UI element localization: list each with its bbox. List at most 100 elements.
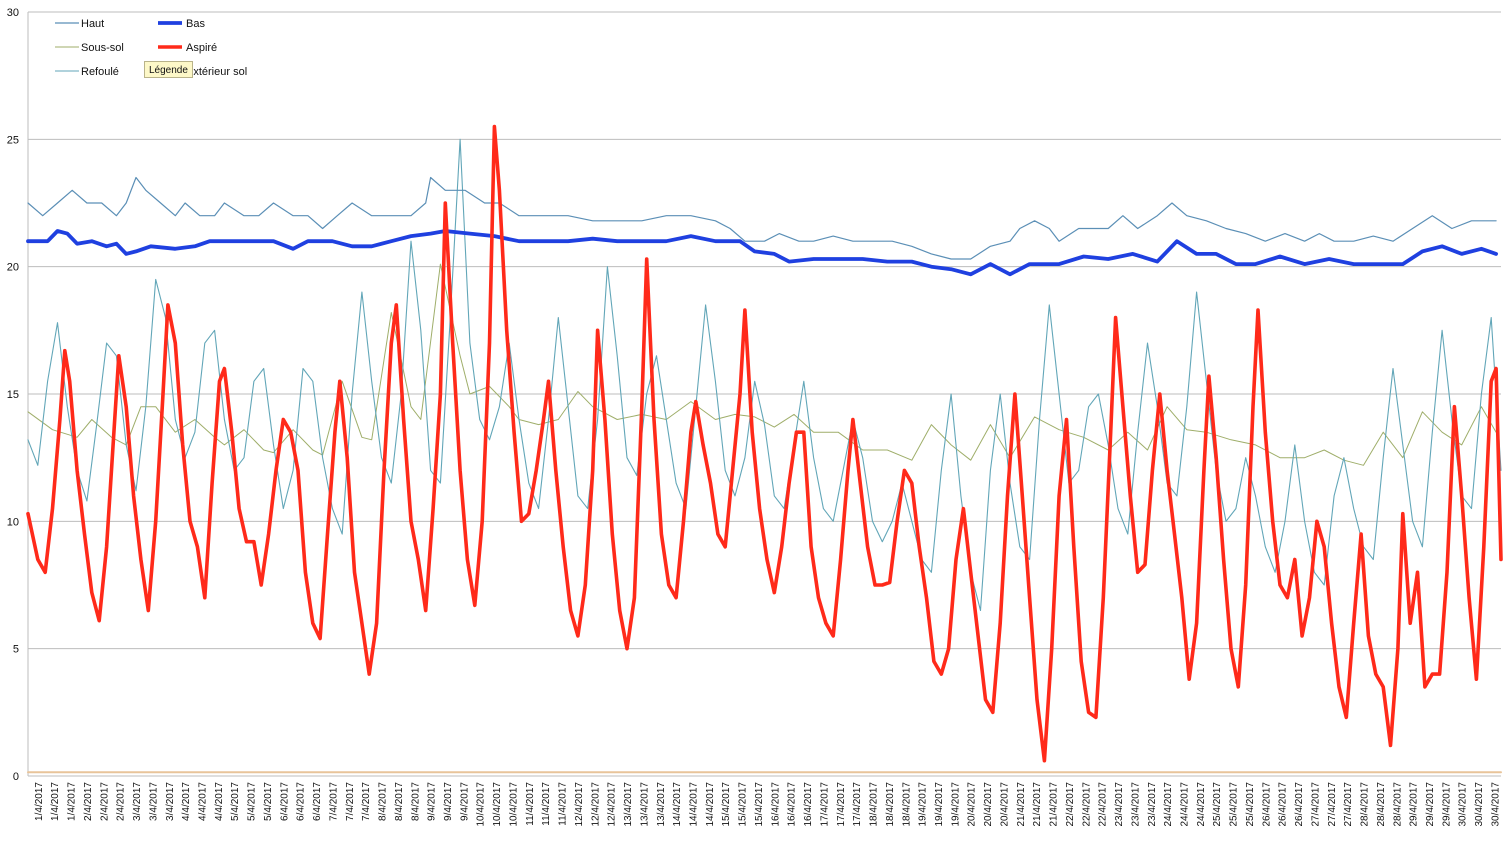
x-tick-label: 20/4/2017 bbox=[967, 782, 978, 827]
x-tick-label: 30/4/2017 bbox=[1474, 782, 1485, 827]
x-tick-label: 30/4/2017 bbox=[1458, 782, 1469, 827]
x-tick-label: 11/4/2017 bbox=[525, 782, 536, 826]
x-tick-label: 3/4/2017 bbox=[148, 782, 159, 821]
x-tick-label: 1/4/2017 bbox=[34, 782, 45, 821]
series-line-aspir- bbox=[26, 124, 1503, 763]
y-axis: 0 5 10 15 20 25 30 bbox=[7, 7, 19, 783]
x-tick-label: 4/4/2017 bbox=[181, 782, 192, 821]
gridlines bbox=[27, 11, 1501, 777]
y-tick-label: 25 bbox=[7, 134, 19, 146]
x-tick-label: 21/4/2017 bbox=[1049, 782, 1060, 827]
x-tick-label: 13/4/2017 bbox=[623, 782, 634, 827]
x-tick-label: 26/4/2017 bbox=[1261, 782, 1272, 827]
y-tick-label: 20 bbox=[7, 262, 19, 274]
x-tick-label: 15/4/2017 bbox=[754, 782, 765, 827]
data-series bbox=[26, 124, 1503, 774]
y-tick-label: 15 bbox=[7, 389, 19, 401]
x-tick-label: 22/4/2017 bbox=[1098, 782, 1109, 827]
x-tick-label: 11/4/2017 bbox=[558, 782, 569, 826]
x-tick-label: 14/4/2017 bbox=[705, 782, 716, 827]
x-tick-label: 24/4/2017 bbox=[1163, 782, 1174, 827]
y-tick-label: 30 bbox=[7, 7, 19, 19]
x-tick-label: 23/4/2017 bbox=[1147, 782, 1158, 827]
x-tick-label: 9/4/2017 bbox=[459, 782, 470, 821]
x-tick-label: 29/4/2017 bbox=[1441, 782, 1452, 827]
series-line-haut bbox=[27, 176, 1497, 260]
x-tick-label: 28/4/2017 bbox=[1360, 782, 1371, 827]
x-tick-label: 18/4/2017 bbox=[901, 782, 912, 827]
legend-label: Haut bbox=[81, 18, 104, 30]
series-line-sous-sol bbox=[27, 263, 1497, 466]
x-tick-label: 4/4/2017 bbox=[197, 782, 208, 821]
x-tick-label: 20/4/2017 bbox=[983, 782, 994, 827]
x-tick-label: 17/4/2017 bbox=[852, 782, 863, 827]
x-tick-label: 2/4/2017 bbox=[83, 782, 94, 821]
legend-label: Aspiré bbox=[186, 42, 217, 54]
x-tick-label: 4/4/2017 bbox=[214, 782, 225, 821]
x-tick-label: 7/4/2017 bbox=[361, 782, 372, 821]
y-tick-label: 0 bbox=[13, 771, 19, 783]
x-tick-label: 5/4/2017 bbox=[230, 782, 241, 821]
x-tick-label: 15/4/2017 bbox=[721, 782, 732, 827]
series-line-refoul- bbox=[27, 138, 1502, 612]
x-tick-label: 6/4/2017 bbox=[279, 782, 290, 821]
x-axis: 1/4/2017 1/4/2017 1/4/2017 2/4/2017 2/4/2017… bbox=[34, 782, 1502, 827]
x-tick-label: 12/4/2017 bbox=[607, 782, 618, 827]
x-tick-label: 13/4/2017 bbox=[656, 782, 667, 827]
legend-label: Refoulé bbox=[81, 66, 119, 78]
x-tick-label: 12/4/2017 bbox=[574, 782, 585, 827]
x-tick-label: 26/4/2017 bbox=[1278, 782, 1289, 827]
x-tick-label: 22/4/2017 bbox=[1065, 782, 1076, 827]
x-tick-label: 19/4/2017 bbox=[918, 782, 929, 827]
legend-label: Bas bbox=[186, 18, 205, 30]
x-tick-label: 6/4/2017 bbox=[296, 782, 307, 821]
x-tick-label: 1/4/2017 bbox=[67, 782, 78, 821]
x-tick-label: 30/4/2017 bbox=[1490, 782, 1501, 827]
x-tick-label: 21/4/2017 bbox=[1032, 782, 1043, 827]
y-tick-label: 5 bbox=[13, 644, 19, 656]
x-tick-label: 8/4/2017 bbox=[410, 782, 421, 821]
y-tick-label: 10 bbox=[7, 516, 19, 528]
x-tick-label: 18/4/2017 bbox=[869, 782, 880, 827]
x-tick-label: 26/4/2017 bbox=[1294, 782, 1305, 827]
x-tick-label: 29/4/2017 bbox=[1409, 782, 1420, 827]
x-tick-label: 7/4/2017 bbox=[345, 782, 356, 821]
x-tick-label: 19/4/2017 bbox=[950, 782, 961, 827]
x-tick-label: 9/4/2017 bbox=[427, 782, 438, 821]
x-tick-label: 3/4/2017 bbox=[132, 782, 143, 821]
x-tick-label: 5/4/2017 bbox=[247, 782, 258, 821]
x-tick-label: 10/4/2017 bbox=[492, 782, 503, 827]
x-tick-label: 16/4/2017 bbox=[803, 782, 814, 827]
x-tick-label: 25/4/2017 bbox=[1245, 782, 1256, 827]
x-tick-label: 14/4/2017 bbox=[688, 782, 699, 827]
x-tick-label: 12/4/2017 bbox=[590, 782, 601, 827]
legend-label: Sous-sol bbox=[81, 42, 124, 54]
x-tick-label: 25/4/2017 bbox=[1212, 782, 1223, 827]
x-tick-label: 14/4/2017 bbox=[672, 782, 683, 827]
x-tick-label: 17/4/2017 bbox=[836, 782, 847, 827]
x-tick-label: 24/4/2017 bbox=[1179, 782, 1190, 827]
x-tick-label: 5/4/2017 bbox=[263, 782, 274, 821]
x-tick-label: 19/4/2017 bbox=[934, 782, 945, 827]
legend-label: Extérieur sol bbox=[186, 66, 247, 78]
x-tick-label: 25/4/2017 bbox=[1229, 782, 1240, 827]
x-tick-label: 23/4/2017 bbox=[1130, 782, 1141, 827]
x-tick-label: 2/4/2017 bbox=[99, 782, 110, 821]
x-tick-label: 1/4/2017 bbox=[50, 782, 61, 821]
x-tick-label: 6/4/2017 bbox=[312, 782, 323, 821]
x-tick-label: 15/4/2017 bbox=[738, 782, 749, 827]
series-line-bas bbox=[26, 229, 1498, 277]
x-tick-label: 16/4/2017 bbox=[770, 782, 781, 827]
x-tick-label: 7/4/2017 bbox=[328, 782, 339, 821]
legend[interactable]: Haut Bas Sous-sol Aspiré Refoulé Extérieur so… bbox=[55, 18, 247, 78]
x-tick-label: 22/4/2017 bbox=[1081, 782, 1092, 827]
x-tick-label: 2/4/2017 bbox=[116, 782, 127, 821]
x-tick-label: 28/4/2017 bbox=[1392, 782, 1403, 827]
x-tick-label: 24/4/2017 bbox=[1196, 782, 1207, 827]
x-tick-label: 17/4/2017 bbox=[819, 782, 830, 827]
x-tick-label: 8/4/2017 bbox=[394, 782, 405, 821]
x-tick-label: 27/4/2017 bbox=[1343, 782, 1354, 827]
x-tick-label: 10/4/2017 bbox=[476, 782, 487, 827]
x-tick-label: 20/4/2017 bbox=[999, 782, 1010, 827]
